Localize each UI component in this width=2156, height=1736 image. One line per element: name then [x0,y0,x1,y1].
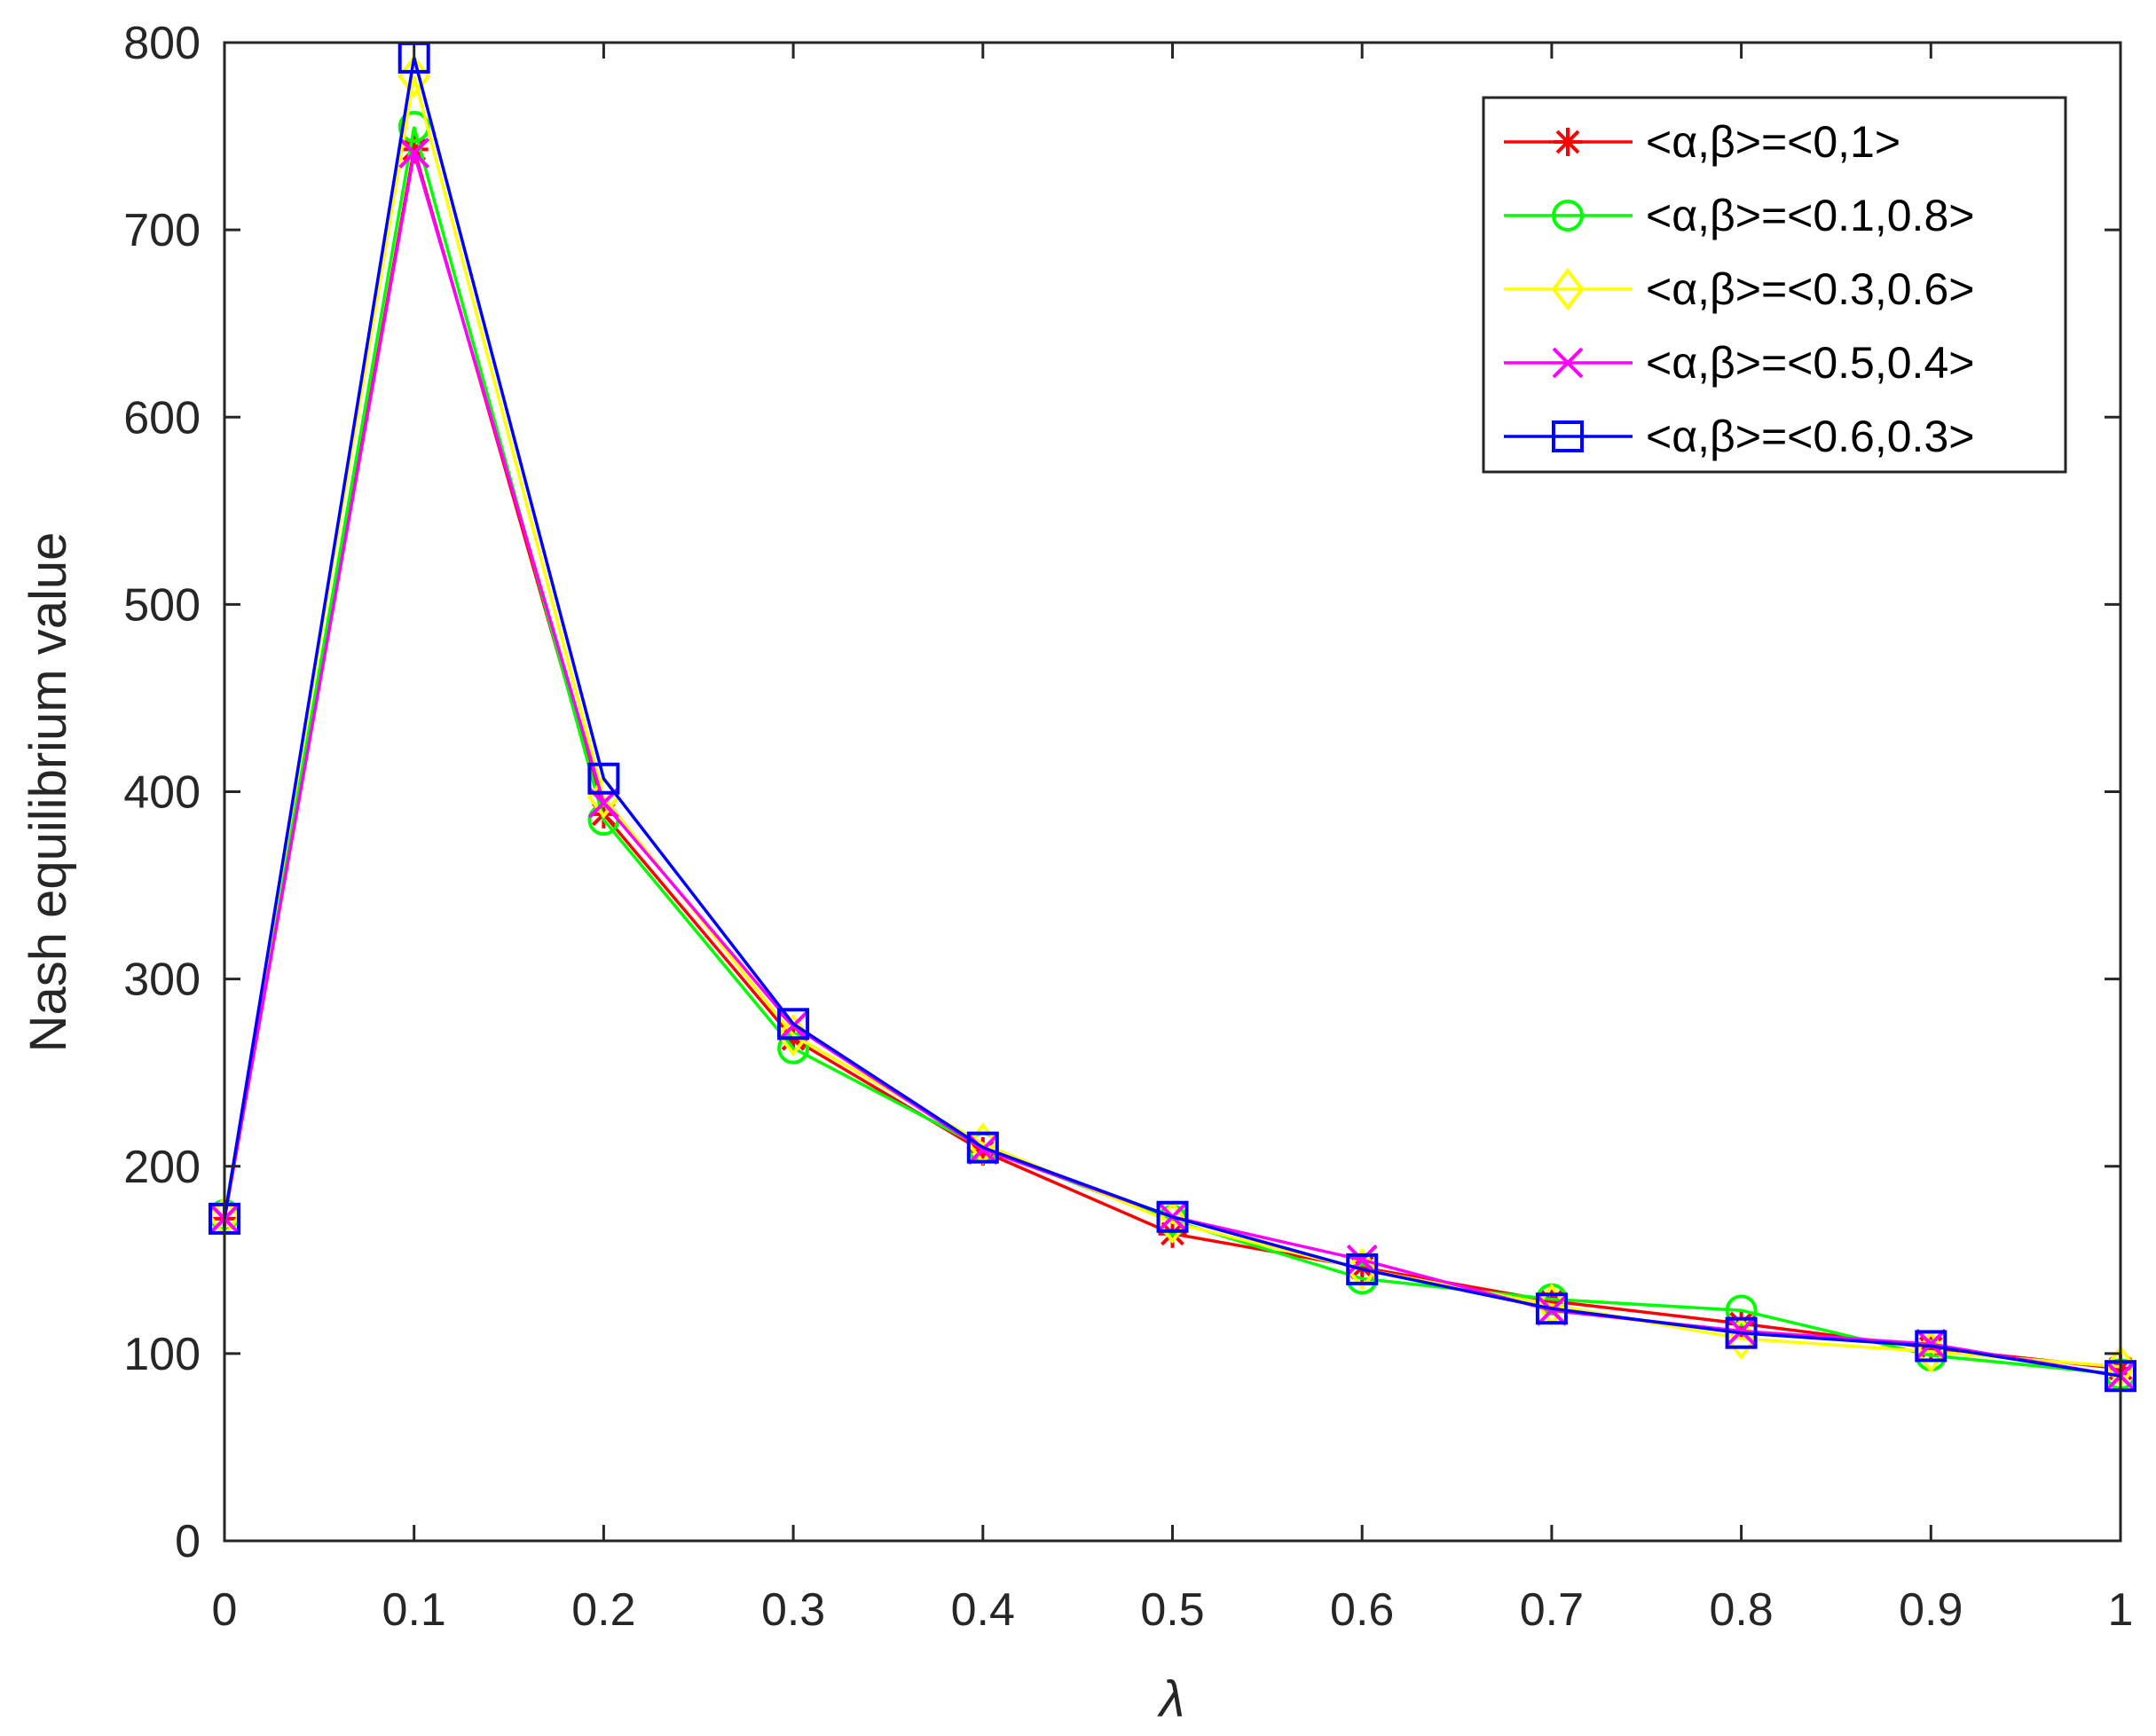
legend-entry: <α,β>=<0.5,0.4> [1504,338,1974,388]
data-point [1536,1294,1568,1326]
legend-marker [1552,200,1584,232]
data-point [1156,1200,1189,1233]
data-point [398,137,430,169]
data-point [1346,1244,1378,1276]
y-tick-label: 300 [123,954,201,1006]
series-line [223,75,2121,1369]
data-point [966,1131,999,1164]
legend-label: <α,β>=<0,1> [1646,117,1900,167]
x-tick-label: 0.2 [571,1584,635,1636]
data-point [777,1009,809,1041]
legend-label: <α,β>=<0.6,0.3> [1646,412,1974,461]
x-tick-label: 0.5 [1140,1584,1204,1636]
legend-label: <α,β>=<0.3,0.6> [1646,264,1974,314]
x-tick-label: 0.6 [1330,1584,1394,1636]
data-point [399,135,429,164]
data-point [777,1008,810,1041]
data-point [1348,1253,1377,1282]
x-tick-label: 0.8 [1709,1584,1773,1636]
data-point [1535,1292,1568,1325]
legend-marker [1554,128,1582,156]
legend-marker [1552,420,1584,452]
x-tick-label: 0.3 [761,1584,825,1636]
data-point [1155,1201,1190,1245]
data-point [587,762,620,795]
y-tick-label: 800 [123,18,201,69]
legend-entry: <α,β>=<0.6,0.3> [1504,412,1974,461]
series-layer [208,41,2137,1393]
x-tick-label: 0 [212,1584,238,1636]
legend-label: <α,β>=<0.1,0.8> [1646,191,1974,240]
data-point [1916,1333,1946,1363]
legend-entries: <α,β>=<0,1> <α,β>=<0.1,0.8> <α,β>=<0.3,0.6… [1504,117,1974,461]
legend-entry: <α,β>=<0,1> [1504,117,1900,167]
x-tick-label: 1 [2108,1584,2134,1636]
y-axis-label: Nash equilibrium value [20,532,77,1053]
ticks-layer: 0 0.1 0.2 0.3 0.4 0.5 0.6 0.7 0.8 0.9 1 0 100 200 300 4… [123,18,2133,1636]
y-tick-label: 500 [123,579,201,631]
data-point [1725,1316,1758,1349]
data-point [1915,1330,1947,1363]
legend-marker [1551,267,1585,311]
legend: <α,β>=<0,1> <α,β>=<0.1,0.8> <α,β>=<0.3,0.6… [1482,96,2067,474]
x-tick-label: 0.9 [1899,1584,1963,1636]
legend-label: <α,β>=<0.5,0.4> [1646,338,1974,388]
data-point [1537,1286,1566,1316]
x-tick-label: 0.4 [951,1584,1015,1636]
y-tick-label: 700 [123,205,201,256]
x-tick-label: 0.1 [382,1584,446,1636]
x-tick-label: 0.7 [1520,1584,1584,1636]
data-point [1915,1328,1947,1360]
data-point [1346,1253,1379,1285]
series-line [223,57,2121,1378]
y-tick-label: 0 [175,1516,201,1567]
y-tick-label: 100 [123,1329,201,1380]
legend-marker [1552,347,1584,379]
legend-entry: <α,β>=<0.1,0.8> [1504,191,1974,240]
y-tick-label: 200 [123,1142,201,1193]
x-axis-label: λ [1157,1670,1185,1728]
data-point [1725,1294,1758,1327]
data-point [1726,1316,1758,1347]
legend-entry: <α,β>=<0.3,0.6> [1504,264,1974,314]
y-tick-label: 600 [123,392,201,444]
y-tick-label: 400 [123,767,201,819]
